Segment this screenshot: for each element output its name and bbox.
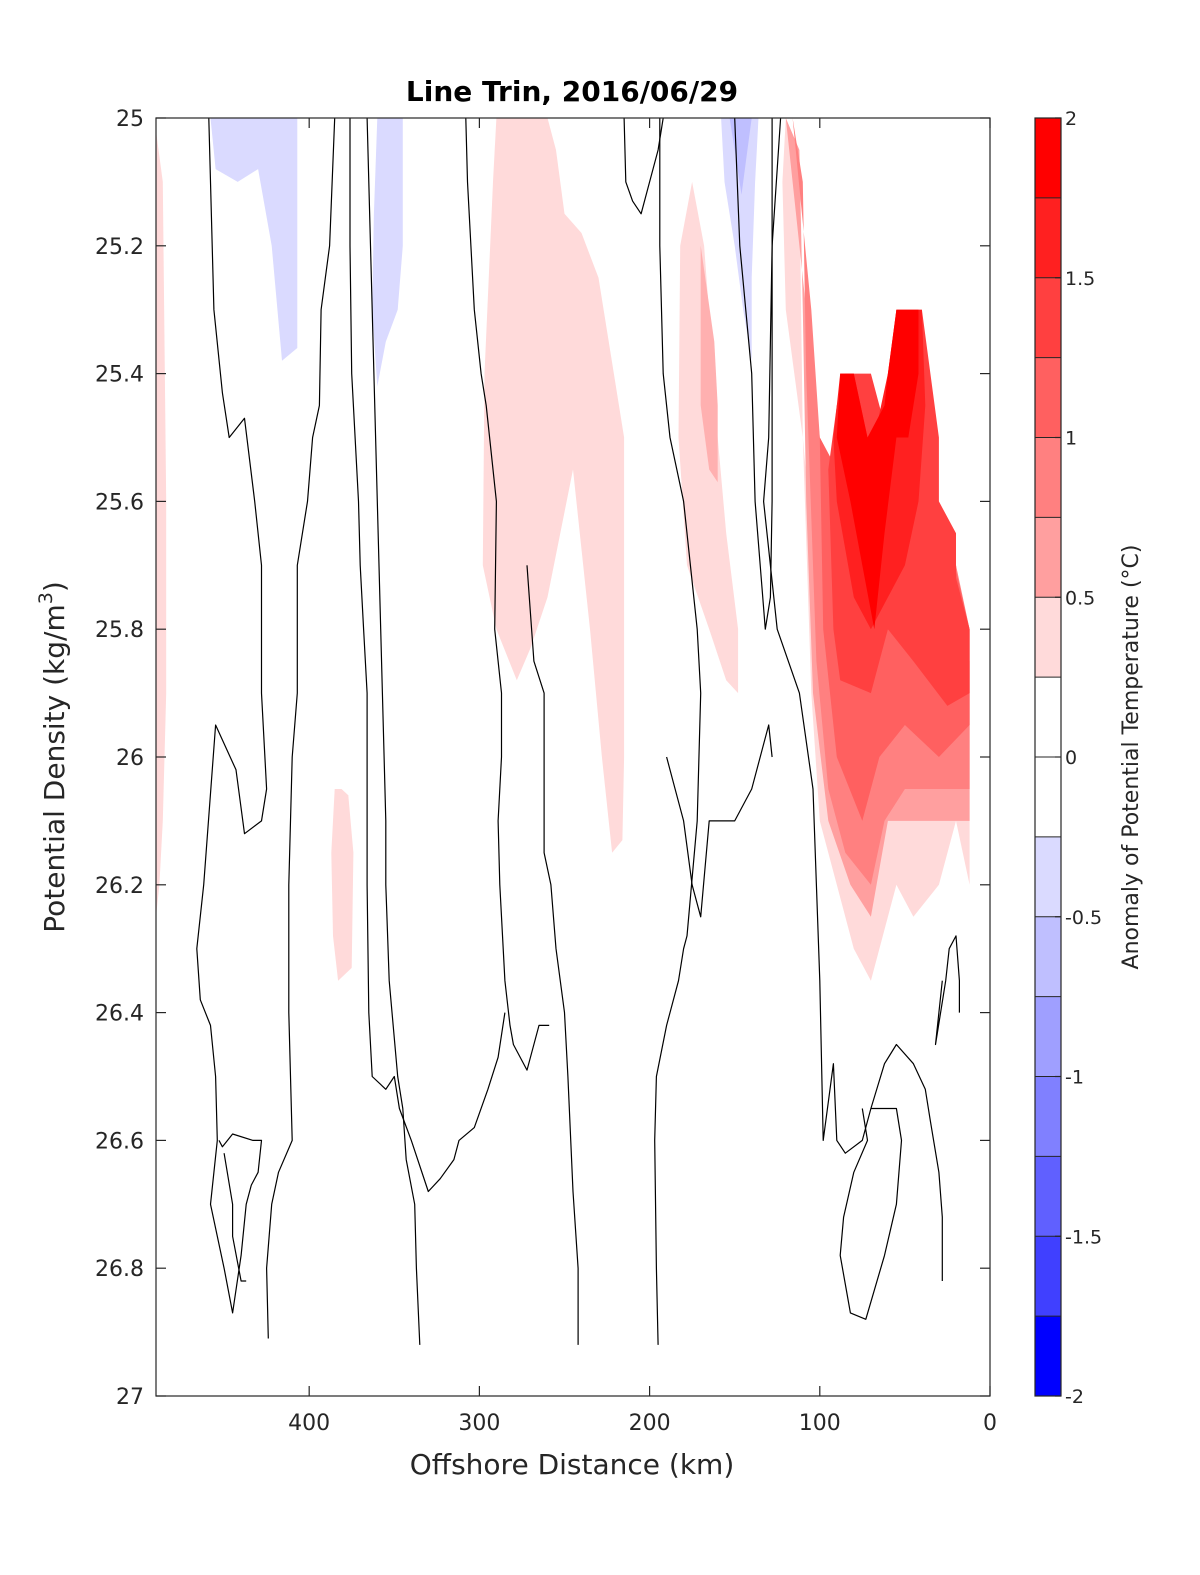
zero-contour-1 bbox=[196, 117, 268, 1314]
zero-contour-14 bbox=[934, 935, 961, 1046]
colorbar-level bbox=[1035, 1076, 1061, 1157]
colorbar-tick-label: 1.5 bbox=[1065, 268, 1095, 290]
y-axis: 25 25.2 25.4 25.6 25.8 26 26.2 26.4 26.6 26.8 27 bbox=[95, 107, 990, 1410]
colorbar-tick-label: 1 bbox=[1065, 428, 1077, 450]
y-tick-label: 26 bbox=[116, 746, 144, 771]
colorbar-level bbox=[1035, 118, 1061, 198]
y-tick-label: 25 bbox=[116, 107, 144, 132]
filled-region-warm-tongue-center bbox=[482, 118, 625, 853]
zero-contour-7 bbox=[526, 565, 579, 1345]
colorbar-tick-label: -1 bbox=[1065, 1067, 1084, 1089]
zero-contour-13 bbox=[839, 1107, 903, 1320]
colorbar-tick-label: 2 bbox=[1065, 108, 1077, 130]
y-axis-title-sup: 3 bbox=[35, 592, 57, 604]
contour-lines bbox=[196, 117, 961, 1345]
filled-region-west-warm-strip bbox=[156, 130, 167, 917]
colorbar-ticks: 2 1.5 1 0.5 0 -0.5 -1 -1.5 -2 bbox=[1055, 108, 1102, 1408]
colorbar-level bbox=[1035, 1316, 1061, 1396]
colorbar-level bbox=[1035, 1236, 1061, 1317]
y-tick-label: 25.8 bbox=[95, 618, 144, 643]
colorbar-tick-label: 0.5 bbox=[1065, 587, 1095, 609]
colorbar-level bbox=[1035, 677, 1061, 757]
zero-contour-9 bbox=[623, 117, 664, 215]
colorbar-level bbox=[1035, 996, 1061, 1077]
zero-contour-4 bbox=[349, 118, 506, 1193]
zero-contour-2 bbox=[266, 117, 336, 1339]
filled-region-coastal-level-175 bbox=[836, 309, 919, 630]
y-axis-title-prefix: Potential Density (kg/m bbox=[38, 604, 71, 933]
y-tick-label: 26.6 bbox=[95, 1129, 144, 1154]
y-axis-title: Potential Density (kg/m3) bbox=[35, 581, 71, 933]
colorbar-tick-label: -1.5 bbox=[1065, 1226, 1102, 1248]
chart-title: Line Trin, 2016/06/29 bbox=[406, 75, 738, 108]
colorbar-level bbox=[1035, 757, 1061, 837]
y-tick-label: 25.6 bbox=[95, 490, 144, 515]
colorbar-tick-label: -2 bbox=[1065, 1386, 1084, 1408]
filled-region-warm-core-mid bbox=[700, 245, 718, 483]
y-tick-label: 26.2 bbox=[95, 874, 144, 899]
colorbar-title: Anomaly of Potential Temperature (°C) bbox=[1119, 545, 1144, 970]
colorbar-levels bbox=[1035, 117, 1061, 1396]
x-tick-label: 200 bbox=[629, 1411, 671, 1436]
y-tick-label: 26.8 bbox=[95, 1257, 144, 1282]
colorbar-tick-label: 0 bbox=[1065, 747, 1077, 769]
y-tick-label: 26.4 bbox=[95, 1002, 144, 1027]
zero-contour-6 bbox=[465, 117, 550, 1071]
x-axis: 400 300 200 100 0 bbox=[288, 118, 997, 1436]
x-tick-label: 300 bbox=[458, 1411, 500, 1436]
filled-region-cool-patch-west-a bbox=[210, 118, 298, 361]
colorbar-level bbox=[1035, 277, 1061, 358]
zero-contour-8 bbox=[654, 118, 702, 1345]
zero-contour-11 bbox=[734, 117, 773, 630]
zero-contour-12 bbox=[762, 117, 943, 1281]
x-tick-label: 0 bbox=[983, 1411, 997, 1436]
colorbar-tick-label: -0.5 bbox=[1065, 907, 1102, 929]
y-tick-label: 25.2 bbox=[95, 235, 144, 260]
colorbar: 2 1.5 1 0.5 0 -0.5 -1 -1.5 -2 bbox=[1034, 108, 1102, 1408]
filled-region-cool-patch-west-b bbox=[372, 118, 403, 387]
zero-contour-10 bbox=[666, 724, 773, 918]
plot-area: 400 300 200 100 0 25 25.2 25.4 25.6 25.8 26 26.2 26… bbox=[95, 107, 997, 1436]
colorbar-level bbox=[1035, 916, 1061, 997]
x-tick-label: 400 bbox=[288, 1411, 330, 1436]
colorbar-level bbox=[1035, 357, 1061, 438]
colorbar-level bbox=[1035, 437, 1061, 518]
zero-contour-3 bbox=[223, 1153, 247, 1282]
y-axis-title-suffix: ) bbox=[38, 581, 71, 592]
zero-contour-5 bbox=[366, 117, 421, 1345]
y-tick-label: 25.4 bbox=[95, 363, 144, 388]
colorbar-level bbox=[1035, 197, 1061, 278]
filled-region-warm-patch-west-deep bbox=[331, 789, 354, 981]
y-tick-label: 27 bbox=[116, 1385, 144, 1410]
x-tick-label: 100 bbox=[799, 1411, 841, 1436]
x-axis-title: Offshore Distance (km) bbox=[410, 1448, 735, 1481]
colorbar-level bbox=[1035, 597, 1061, 678]
colorbar-level bbox=[1035, 836, 1061, 917]
colorbar-level bbox=[1035, 517, 1061, 598]
colorbar-level bbox=[1035, 1156, 1061, 1237]
